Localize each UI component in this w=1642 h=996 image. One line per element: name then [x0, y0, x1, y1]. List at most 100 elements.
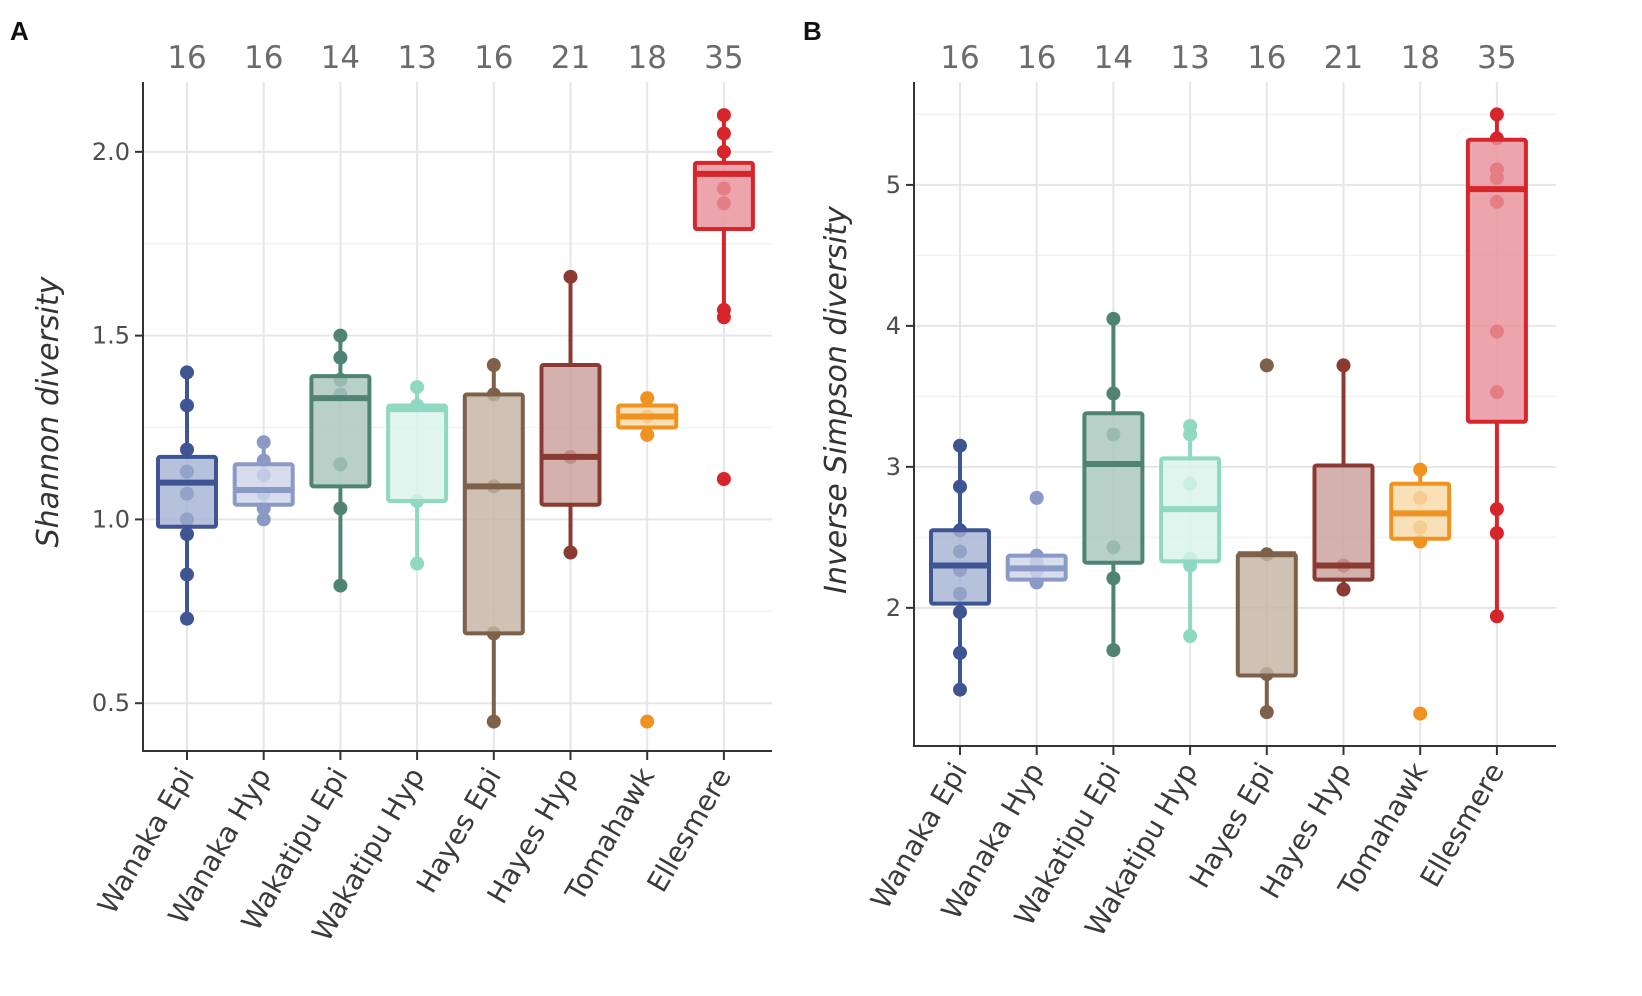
y-tick-label: 0.5: [92, 689, 130, 717]
data-point: [333, 328, 348, 343]
data-point: [1106, 571, 1121, 586]
data-point: [1489, 609, 1504, 624]
sample-count-label: 21: [1324, 40, 1363, 76]
sample-count-label: 35: [1477, 40, 1516, 76]
box-tomahawk: [616, 391, 679, 729]
box-iqr: [386, 403, 449, 504]
data-point: [953, 438, 967, 453]
box-iqr: [692, 160, 755, 232]
box-tomahawk: [1389, 462, 1452, 721]
data-point: [486, 714, 501, 729]
box-iqr: [309, 374, 372, 489]
data-point: [1183, 629, 1198, 644]
data-point: [1336, 582, 1351, 597]
box-wakatipu-hyp: [386, 380, 449, 571]
box-iqr: [156, 454, 218, 529]
data-point: [333, 501, 348, 516]
y-axis-title: Shannon diversity: [31, 275, 66, 547]
box-iqr: [1082, 411, 1145, 565]
y-tick-label: 4: [886, 312, 901, 340]
data-point: [640, 391, 655, 406]
box-iqr: [1312, 463, 1375, 582]
data-point: [333, 578, 348, 593]
data-point: [256, 435, 271, 450]
box-ellesmere: [1465, 107, 1528, 624]
outlier-point: [1259, 358, 1274, 373]
data-point: [1183, 418, 1198, 433]
box-wakatipu-epi: [309, 328, 372, 593]
data-point: [953, 605, 967, 620]
data-point: [180, 567, 194, 582]
y-tick-label: 5: [886, 171, 901, 199]
y-axis-title: Inverse Simpson diversity: [819, 205, 854, 594]
data-point: [1106, 386, 1121, 401]
data-point: [953, 682, 967, 697]
box-wakatipu-hyp: [1159, 418, 1222, 644]
data-point: [180, 611, 194, 626]
data-point: [1259, 705, 1274, 720]
sample-count-label: 16: [474, 40, 513, 76]
box-hayes-epi: [462, 358, 525, 729]
y-tick-label: 3: [886, 453, 901, 481]
data-point: [180, 527, 194, 542]
data-point: [256, 512, 271, 527]
sample-count-label: 16: [1017, 40, 1056, 76]
data-point: [716, 108, 731, 123]
box-wanaka-epi: [156, 365, 218, 626]
data-point: [640, 427, 655, 442]
data-point: [1106, 643, 1121, 658]
data-point: [410, 380, 425, 395]
y-tick-label: 2.0: [92, 138, 130, 166]
data-point: [410, 556, 425, 571]
box-hayes-hyp: [539, 269, 602, 560]
data-point: [563, 269, 578, 284]
sample-count-label: 16: [244, 40, 283, 76]
data-point: [1413, 462, 1428, 477]
box-wanaka-hyp: [1005, 490, 1068, 590]
data-point: [1489, 502, 1504, 517]
data-point: [180, 442, 194, 457]
sample-count-label: 16: [940, 40, 979, 76]
data-point: [953, 645, 967, 660]
box-iqr: [462, 392, 525, 636]
data-point: [716, 126, 731, 141]
sample-count-label: 16: [1247, 40, 1286, 76]
sample-count-label: 21: [551, 40, 590, 76]
sample-count-label: 35: [704, 40, 743, 76]
outlier-point: [1413, 706, 1428, 721]
sample-count-label: 16: [167, 40, 206, 76]
sample-count-label: 13: [1170, 40, 1209, 76]
data-point: [563, 545, 578, 560]
sample-count-label: 18: [627, 40, 666, 76]
box-wakatipu-epi: [1082, 311, 1145, 658]
box-hayes-epi: [1235, 358, 1298, 720]
box-ellesmere: [692, 108, 755, 486]
y-tick-label: 1.5: [92, 322, 130, 350]
data-point: [1029, 490, 1044, 505]
data-point: [1106, 311, 1121, 326]
data-point: [333, 350, 348, 365]
data-point: [180, 398, 194, 413]
data-point: [716, 144, 731, 159]
data-point: [1489, 526, 1504, 541]
box-iqr: [1235, 552, 1298, 678]
data-point: [180, 365, 194, 380]
sample-count-label: 14: [1094, 40, 1133, 76]
data-point: [486, 358, 501, 373]
sample-count-label: 13: [397, 40, 436, 76]
data-point: [1336, 358, 1351, 373]
data-point: [716, 471, 731, 486]
sample-count-label: 14: [321, 40, 360, 76]
box-iqr: [1465, 137, 1528, 424]
y-tick-label: 2: [886, 594, 901, 622]
box-hayes-hyp: [1312, 358, 1375, 597]
outlier-point: [640, 714, 655, 729]
panel-a-label: A: [10, 16, 29, 46]
data-point: [953, 479, 967, 494]
data-point: [716, 302, 731, 317]
box-wanaka-epi: [929, 438, 991, 697]
panel-b-label: B: [803, 16, 822, 46]
box-iqr: [232, 462, 295, 507]
box-wanaka-hyp: [232, 435, 295, 527]
